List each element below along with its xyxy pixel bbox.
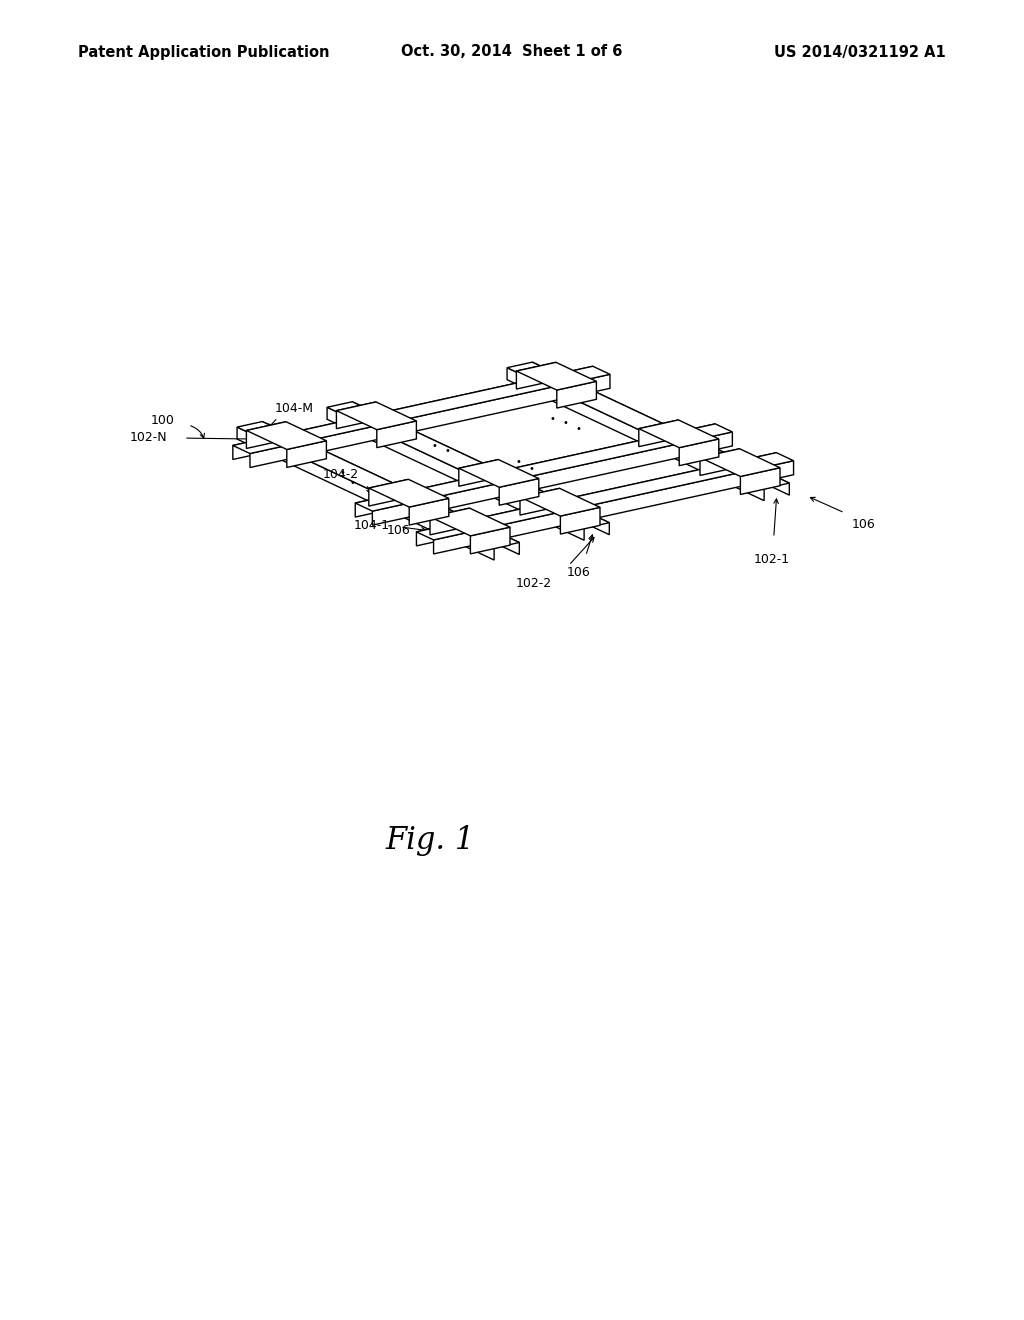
Text: •: •: [562, 418, 568, 429]
Text: •: •: [575, 424, 581, 433]
Text: Oct. 30, 2014  Sheet 1 of 6: Oct. 30, 2014 Sheet 1 of 6: [401, 45, 623, 59]
Polygon shape: [247, 422, 327, 449]
Polygon shape: [520, 488, 559, 515]
Text: 102-1: 102-1: [754, 553, 790, 566]
Polygon shape: [639, 420, 679, 446]
Text: 106: 106: [852, 517, 876, 531]
Polygon shape: [337, 401, 376, 429]
Text: 100: 100: [152, 413, 175, 426]
Polygon shape: [433, 461, 794, 554]
Polygon shape: [560, 507, 600, 535]
Polygon shape: [327, 401, 609, 528]
Text: 104-M: 104-M: [274, 401, 313, 414]
Polygon shape: [327, 408, 584, 540]
Text: •: •: [349, 478, 355, 488]
Polygon shape: [352, 401, 609, 535]
Polygon shape: [355, 424, 715, 517]
Polygon shape: [430, 508, 510, 536]
Polygon shape: [520, 488, 600, 516]
Text: 104-2: 104-2: [324, 469, 359, 480]
Polygon shape: [337, 401, 417, 430]
Polygon shape: [459, 459, 499, 486]
Polygon shape: [507, 368, 764, 500]
Text: US 2014/0321192 A1: US 2014/0321192 A1: [774, 45, 946, 59]
Polygon shape: [700, 449, 780, 477]
Polygon shape: [250, 375, 610, 467]
Text: 102-N: 102-N: [129, 430, 167, 444]
Polygon shape: [232, 366, 610, 454]
Polygon shape: [369, 479, 449, 507]
Polygon shape: [532, 362, 790, 495]
Polygon shape: [232, 366, 593, 459]
Polygon shape: [238, 428, 495, 560]
Polygon shape: [369, 479, 409, 506]
Polygon shape: [700, 449, 739, 475]
Polygon shape: [516, 363, 596, 391]
Polygon shape: [377, 421, 417, 447]
Polygon shape: [740, 467, 780, 495]
Text: •: •: [515, 457, 521, 467]
Polygon shape: [417, 453, 776, 546]
Text: Fig. 1: Fig. 1: [385, 825, 475, 855]
Polygon shape: [430, 508, 470, 535]
Polygon shape: [410, 499, 449, 525]
Text: •: •: [444, 446, 451, 455]
Polygon shape: [355, 424, 732, 511]
Text: 102-2: 102-2: [516, 577, 552, 590]
Polygon shape: [417, 453, 794, 540]
Text: 106: 106: [386, 524, 410, 537]
Polygon shape: [679, 440, 719, 466]
Polygon shape: [470, 527, 510, 554]
Polygon shape: [557, 381, 596, 408]
Polygon shape: [238, 421, 519, 548]
Text: •: •: [549, 413, 555, 424]
Polygon shape: [507, 362, 790, 488]
Text: •: •: [431, 441, 437, 451]
Text: 106: 106: [567, 566, 591, 579]
Polygon shape: [499, 479, 539, 506]
Polygon shape: [247, 422, 286, 449]
Polygon shape: [459, 459, 539, 487]
Polygon shape: [287, 441, 327, 467]
Text: •: •: [528, 465, 535, 474]
Polygon shape: [639, 420, 719, 447]
Text: 104-1: 104-1: [354, 519, 390, 532]
Polygon shape: [262, 421, 519, 554]
Text: Patent Application Publication: Patent Application Publication: [78, 45, 330, 59]
Text: •: •: [339, 469, 345, 478]
Polygon shape: [516, 363, 556, 389]
Polygon shape: [373, 432, 732, 525]
